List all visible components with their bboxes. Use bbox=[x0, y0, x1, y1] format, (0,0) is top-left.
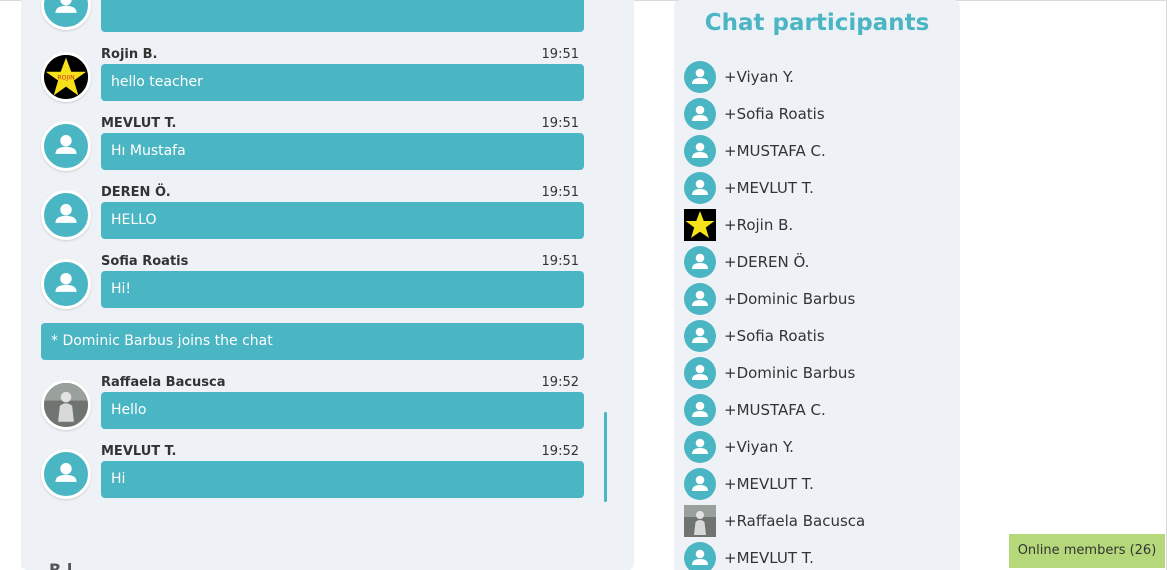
user-icon bbox=[684, 320, 716, 352]
user-icon bbox=[684, 135, 716, 167]
message-bubble: hello teacher bbox=[101, 64, 584, 101]
message-sender: DEREN Ö. bbox=[101, 185, 171, 200]
participant-item[interactable]: +Rojin B. bbox=[684, 209, 954, 242]
user-icon bbox=[684, 246, 716, 278]
message-time: 19:52 bbox=[541, 375, 579, 390]
message-time: 19:51 bbox=[541, 254, 579, 269]
participant-item[interactable]: +MUSTAFA C. bbox=[684, 394, 954, 427]
message-sender: Sofia Roatis bbox=[101, 254, 189, 269]
participant-item[interactable]: +Raffaela Bacusca bbox=[684, 505, 954, 538]
participant-name: +Sofia Roatis bbox=[724, 105, 825, 123]
participant-name: +Rojin B. bbox=[724, 216, 794, 234]
participant-name: +Viyan Y. bbox=[724, 68, 794, 86]
user-icon bbox=[55, 135, 77, 154]
participant-item[interactable]: +Viyan Y. bbox=[684, 61, 954, 94]
participant-name: +Dominic Barbus bbox=[724, 290, 856, 308]
user-icon bbox=[684, 431, 716, 463]
participant-item[interactable]: +MEVLUT T. bbox=[684, 468, 954, 501]
message-time: 19:51 bbox=[541, 116, 579, 131]
user-avatar bbox=[41, 449, 91, 499]
participant-item[interactable]: +DEREN Ö. bbox=[684, 246, 954, 279]
user-icon bbox=[684, 61, 716, 93]
participant-item[interactable]: +Sofia Roatis bbox=[684, 320, 954, 353]
user-avatar bbox=[41, 0, 91, 30]
participants-title: Chat participants bbox=[704, 10, 930, 36]
star-avatar-text: ROJIN bbox=[57, 75, 74, 82]
message-sender: MEVLUT T. bbox=[101, 116, 177, 131]
participant-name: +Viyan Y. bbox=[724, 438, 794, 456]
chat-scrollbar[interactable] bbox=[604, 412, 607, 502]
participant-name: +DEREN Ö. bbox=[724, 253, 810, 271]
participant-name: +MEVLUT T. bbox=[724, 549, 814, 567]
photo-icon bbox=[44, 383, 88, 427]
message-bubble: Hı Mustafa bbox=[101, 133, 584, 170]
user-avatar-star: ROJIN bbox=[41, 52, 91, 102]
user-avatar bbox=[41, 121, 91, 171]
user-icon bbox=[684, 172, 716, 204]
message-sender: Raffaela Bacusca bbox=[101, 375, 226, 390]
participant-item[interactable]: +Sofia Roatis bbox=[684, 98, 954, 131]
participant-name: +MUSTAFA C. bbox=[724, 401, 826, 419]
user-avatar bbox=[41, 259, 91, 309]
photo-icon bbox=[684, 505, 716, 537]
participant-name: +MEVLUT T. bbox=[724, 179, 814, 197]
participant-name: +Sofia Roatis bbox=[724, 327, 825, 345]
message-bubble: HELLO bbox=[101, 202, 584, 239]
message-bubble: Hello bbox=[101, 392, 584, 429]
message-time: 19:51 bbox=[541, 185, 579, 200]
message-sender: Rojin B. bbox=[101, 47, 158, 62]
user-icon bbox=[55, 204, 77, 223]
user-icon bbox=[684, 283, 716, 315]
message-time: 19:52 bbox=[541, 444, 579, 459]
user-icon bbox=[684, 98, 716, 130]
participant-item[interactable]: +Dominic Barbus bbox=[684, 283, 954, 316]
star-icon: ROJIN bbox=[44, 55, 88, 99]
system-message: * Dominic Barbus joins the chat bbox=[41, 323, 584, 360]
participant-name: +MUSTAFA C. bbox=[724, 142, 826, 160]
message-bubble bbox=[101, 0, 584, 32]
message-bubble: Hi bbox=[101, 461, 584, 498]
user-icon bbox=[684, 468, 716, 500]
star-icon bbox=[684, 209, 716, 241]
participant-item[interactable]: +Dominic Barbus bbox=[684, 357, 954, 390]
user-icon bbox=[684, 357, 716, 389]
user-icon bbox=[55, 0, 77, 13]
message-time: 19:51 bbox=[541, 47, 579, 62]
chat-panel[interactable]: ROJIN Rojin B. 19:51 hello teacher MEVLU… bbox=[21, 0, 634, 570]
user-avatar-photo bbox=[41, 380, 91, 430]
participant-item[interactable]: +MEVLUT T. bbox=[684, 172, 954, 205]
participants-panel: Chat participants +Viyan Y. +Sofia Roati… bbox=[674, 0, 960, 570]
user-icon bbox=[55, 463, 77, 482]
participant-item[interactable]: +MEVLUT T. bbox=[684, 542, 954, 570]
participant-name: +MEVLUT T. bbox=[724, 475, 814, 493]
participant-item[interactable]: +MUSTAFA C. bbox=[684, 135, 954, 168]
participant-name: +Dominic Barbus bbox=[724, 364, 856, 382]
participant-item[interactable]: +Viyan Y. bbox=[684, 431, 954, 464]
online-members-button[interactable]: Online members (26) bbox=[1009, 534, 1165, 568]
partial-section-label: R l bbox=[49, 560, 73, 570]
message-bubble: Hi! bbox=[101, 271, 584, 308]
user-icon bbox=[684, 394, 716, 426]
user-icon bbox=[55, 273, 77, 292]
participant-name: +Raffaela Bacusca bbox=[724, 512, 866, 530]
message-sender: MEVLUT T. bbox=[101, 444, 177, 459]
user-icon bbox=[684, 542, 716, 570]
user-avatar bbox=[41, 190, 91, 240]
